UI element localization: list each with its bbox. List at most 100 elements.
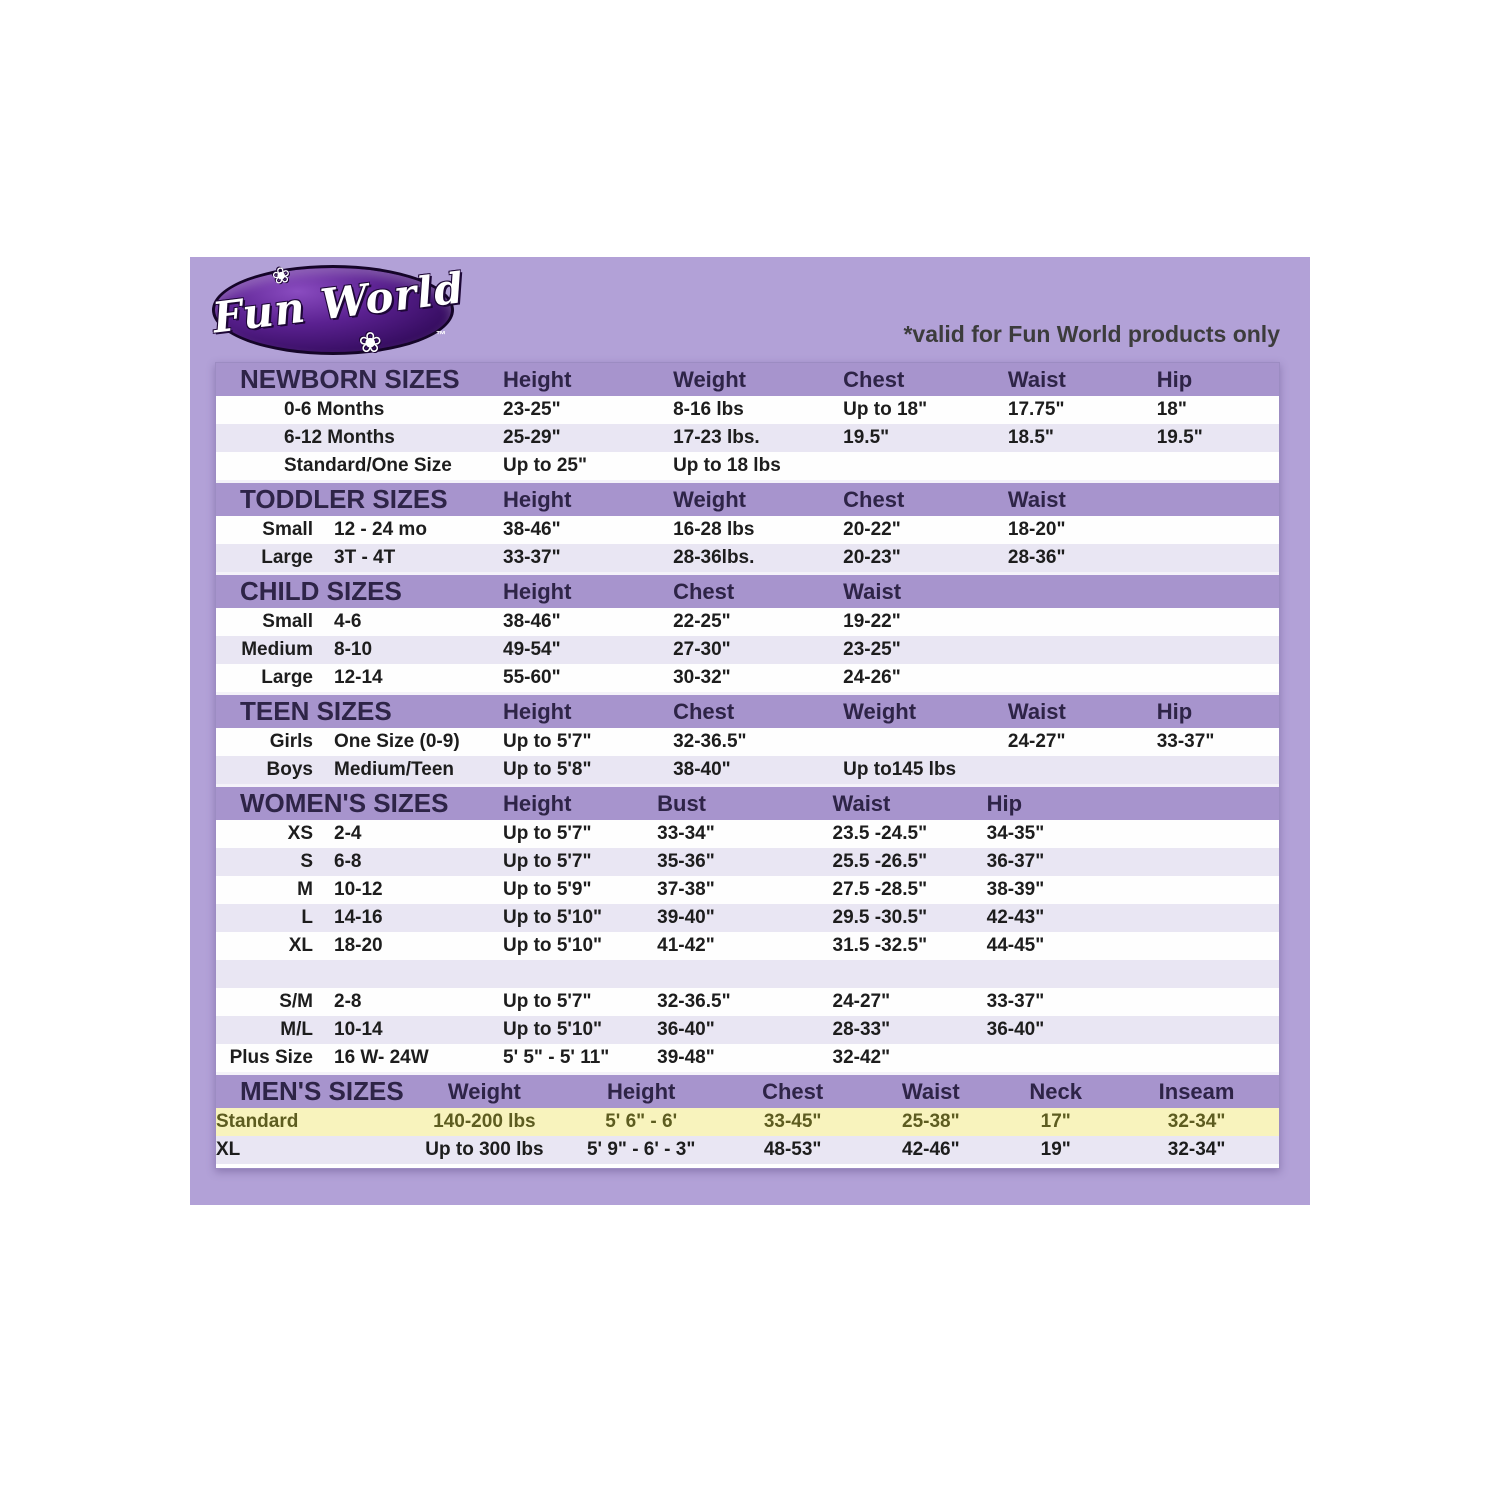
- flower-icon: ❀: [358, 327, 382, 358]
- measurement-cell: 22-25": [673, 611, 731, 632]
- measurement-cell: Up to 5'10": [503, 1019, 603, 1040]
- size-name: [216, 427, 263, 449]
- size-range: 18-20: [334, 935, 383, 956]
- table-row: Standard/One Size Up to 25" Up to 18 lbs: [216, 452, 1279, 480]
- measurement-cell: 55-60": [503, 667, 561, 688]
- measurement-cell: 48-53": [763, 1139, 822, 1160]
- size-range: 6-8: [334, 851, 362, 872]
- measurement-cell: 18-20": [1007, 519, 1066, 540]
- measurement-cell: Up to 5'10": [503, 907, 603, 928]
- men-header-row: MEN'S SIZES Weight Height Chest Waist Neck Ins…: [216, 1072, 1279, 1108]
- measurement-cell: 17-23 lbs.: [673, 427, 760, 448]
- measurement-cell: 24-27": [1007, 731, 1066, 752]
- measurement-cell: 8-16 lbs: [673, 399, 744, 420]
- size-name: Boys: [266, 759, 313, 780]
- measurement-cell: 25-29": [503, 427, 561, 448]
- measurement-cell: 28-36lbs.: [673, 547, 755, 568]
- section-title: TEEN SIZES: [240, 696, 392, 726]
- size-chart-panel: ❀ Fun World ❀ ™ *valid for Fun World pro…: [190, 257, 1310, 1205]
- size-name: M: [297, 879, 313, 900]
- size-name: XS: [287, 823, 313, 844]
- table-row: 0-6 Months 23-25" 8-16 lbs Up to 18" 17.75" 1…: [216, 396, 1279, 424]
- measurement-cell: 32-34": [1167, 1139, 1226, 1160]
- table-row: S 6-8 Up to 5'7" 35-36" 25.5 -26.5" 36-37": [216, 848, 1279, 876]
- section-toddler: TODDLER SIZES Height Weight Chest Waist Small…: [216, 480, 1279, 572]
- table-row: Large 3T - 4T 33-37" 28-36lbs. 20-23" 28-36": [216, 544, 1279, 572]
- trademark-symbol: ™: [436, 330, 446, 341]
- size-label: L 14-16: [216, 907, 503, 929]
- table-row: Standard 140-200 lbs 5' 6" - 6' 33-45" 25-38…: [216, 1108, 1279, 1136]
- measurement-cell: 33-37": [1156, 731, 1215, 752]
- column-header: Waist: [1007, 486, 1066, 512]
- size-label: M/L 10-14: [216, 1019, 503, 1041]
- measurement-cell: Up to 5'7": [503, 991, 592, 1012]
- table-row: XL 18-20 Up to 5'10" 41-42" 31.5 -32.5" 44-45…: [216, 932, 1279, 960]
- column-header: Chest: [843, 366, 905, 392]
- measurement-cell: 27.5 -28.5": [832, 879, 928, 900]
- size-range: Medium/Teen: [334, 759, 454, 780]
- table-row: Large 12-14 55-60" 30-32" 24-26": [216, 664, 1279, 692]
- size-label: Standard: [216, 1111, 299, 1132]
- measurement-cell: 33-37": [986, 991, 1045, 1012]
- column-header: Chest: [843, 486, 905, 512]
- fun-world-logo: ❀ Fun World ❀ ™: [210, 262, 467, 358]
- size-name: L: [301, 907, 313, 928]
- measurement-cell: Up to 5'7": [503, 731, 592, 752]
- size-label: S/M 2-8: [216, 991, 503, 1013]
- size-range: 12-14: [334, 667, 383, 688]
- measurement-cell: 41-42": [657, 935, 715, 956]
- measurement-cell: 49-54": [503, 639, 561, 660]
- measurement-cell: 24-26": [843, 667, 901, 688]
- column-header: Height: [503, 486, 572, 512]
- column-header: Height: [606, 1078, 676, 1104]
- size-label: Boys Medium/Teen: [216, 759, 503, 781]
- measurement-cell: 38-46": [503, 519, 561, 540]
- measurement-cell: 36-40": [986, 1019, 1045, 1040]
- table-row: 6-12 Months 25-29" 17-23 lbs. 19.5" 18.5" 19.…: [216, 424, 1279, 452]
- measurement-cell: 38-46": [503, 611, 561, 632]
- measurement-cell: Up to 5'9": [503, 879, 592, 900]
- measurement-cell: 24-27": [832, 991, 891, 1012]
- column-header: Waist: [901, 1078, 960, 1104]
- table-row: M/L 10-14 Up to 5'10" 36-40" 28-33" 36-40": [216, 1016, 1279, 1044]
- measurement-cell: 19.5": [843, 427, 890, 448]
- newborn-header-row: NEWBORN SIZES Height Weight Chest Waist Hip: [216, 363, 1279, 396]
- size-label: Standard/One Size: [216, 455, 503, 477]
- validity-note: *valid for Fun World products only: [903, 321, 1280, 347]
- section-title: TODDLER SIZES: [240, 484, 448, 514]
- size-name: M/L: [280, 1019, 313, 1040]
- measurement-cell: 44-45": [986, 935, 1045, 956]
- measurement-cell: 140-200 lbs: [433, 1111, 536, 1132]
- measurement-cell: 37-38": [657, 879, 715, 900]
- column-header: Waist: [843, 578, 902, 604]
- column-header: Hip: [1156, 698, 1193, 724]
- size-label: 0-6 Months: [216, 399, 503, 421]
- measurement-cell: Up to 5'8": [503, 759, 592, 780]
- size-name: Girls: [269, 731, 313, 752]
- section-teen: TEEN SIZES Height Chest Weight Waist Hip Girls…: [216, 692, 1279, 784]
- measurement-cell: 23-25": [503, 399, 561, 420]
- size-label: M 10-12: [216, 879, 503, 901]
- measurement-cell: 5' 9" - 6' - 3": [586, 1139, 696, 1160]
- measurement-cell: 17.75": [1007, 399, 1065, 420]
- size-label: 6-12 Months: [216, 427, 503, 449]
- measurement-cell: 39-48": [657, 1047, 715, 1068]
- column-header: Weight: [673, 366, 746, 392]
- size-name: Small: [262, 611, 313, 632]
- column-header: Height: [503, 366, 572, 392]
- size-label: XS 2-4: [216, 823, 503, 845]
- column-header: Neck: [1029, 1078, 1083, 1104]
- size-name: Large: [261, 547, 313, 568]
- measurement-cell: 33-45": [763, 1111, 822, 1132]
- size-label: XL 18-20: [216, 935, 503, 957]
- measurement-cell: 28-36": [1007, 547, 1066, 568]
- table-row: Medium 8-10 49-54" 27-30" 23-25": [216, 636, 1279, 664]
- logo-oval: [212, 265, 454, 355]
- section-title: WOMEN'S SIZES: [240, 788, 449, 818]
- measurement-cell: 16-28 lbs: [673, 519, 755, 540]
- size-label: Large 3T - 4T: [216, 547, 503, 569]
- size-range: 10-14: [334, 1019, 383, 1040]
- measurement-cell: 35-36": [657, 851, 715, 872]
- section-child: CHILD SIZES Height Chest Waist Small 4-6 38-46…: [216, 572, 1279, 692]
